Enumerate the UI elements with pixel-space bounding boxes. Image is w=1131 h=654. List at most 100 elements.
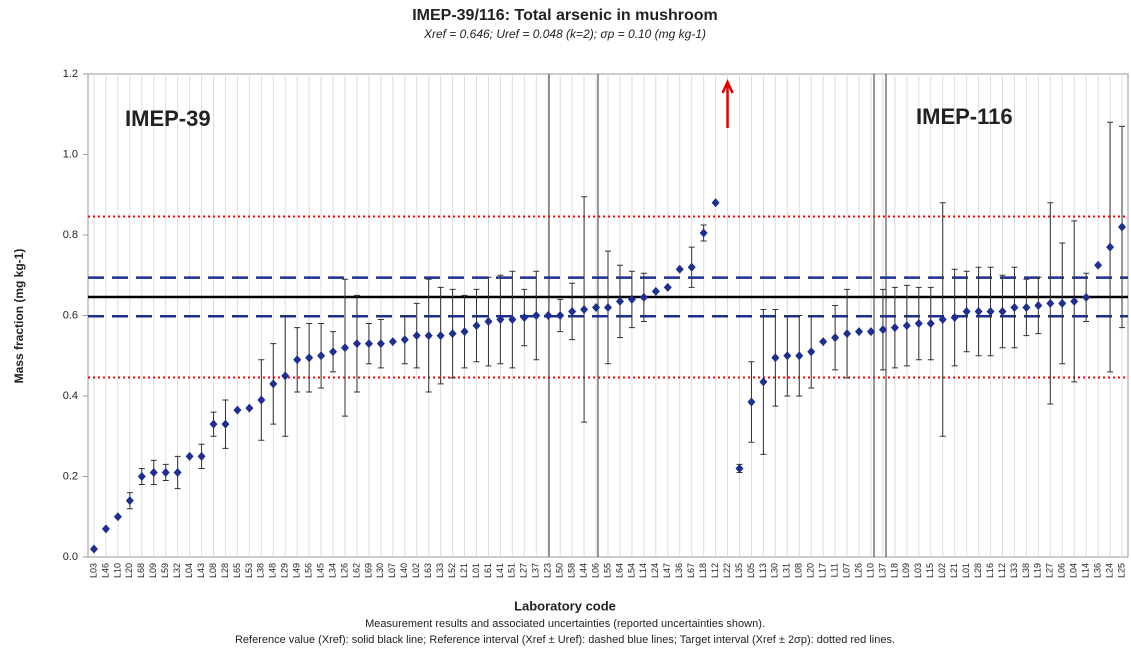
data-point — [173, 467, 182, 477]
x-tick-label: L41 — [495, 563, 505, 578]
data-point — [914, 319, 923, 329]
data-point — [161, 467, 170, 477]
data-point — [639, 292, 648, 302]
x-tick-label: L55 — [602, 563, 612, 578]
x-tick-label: L01 — [471, 563, 481, 578]
x-tick-label: L07 — [841, 563, 851, 578]
x-tick-label: L54 — [626, 563, 636, 578]
x-tick-label: L45 — [315, 563, 325, 578]
data-point — [245, 403, 254, 413]
data-point — [532, 311, 541, 320]
data-point — [508, 315, 517, 325]
x-tick-label: L46 — [100, 563, 110, 578]
data-point — [1118, 222, 1127, 232]
group-label: IMEP-39 — [125, 106, 211, 131]
x-tick-label: L04 — [1069, 563, 1079, 578]
data-point — [1010, 302, 1019, 312]
x-tick-label: L49 — [292, 563, 302, 578]
x-tick-label: L08 — [794, 563, 804, 578]
x-tick-label: L33 — [435, 563, 445, 578]
x-tick-label: L10 — [112, 563, 122, 578]
x-tick-label: L52 — [447, 563, 457, 578]
data-point — [412, 331, 421, 341]
data-point — [197, 451, 206, 461]
x-tick-label: L44 — [578, 563, 588, 578]
x-tick-label: L47 — [662, 563, 672, 578]
x-tick-label: L16 — [985, 563, 995, 578]
x-tick-label: L36 — [674, 563, 684, 578]
x-tick-label: L48 — [268, 563, 278, 578]
data-point — [890, 323, 899, 333]
data-point — [974, 306, 983, 316]
data-point — [604, 302, 612, 312]
data-point — [484, 317, 493, 327]
y-tick-label: 1.0 — [63, 148, 78, 160]
x-tick-label: L43 — [196, 563, 206, 578]
x-tick-label: L59 — [160, 563, 170, 578]
x-tick-label: L20 — [806, 563, 816, 578]
data-point — [843, 329, 852, 339]
data-point — [747, 397, 756, 407]
data-point — [185, 451, 194, 461]
data-point — [771, 353, 780, 363]
x-tick-label: L29 — [280, 563, 290, 578]
x-tick-label: L02 — [411, 563, 421, 578]
data-point — [221, 419, 230, 429]
x-tick-label: L37 — [531, 563, 541, 578]
note: Reference value (Xref): solid black line… — [235, 634, 895, 646]
data-point — [627, 294, 636, 304]
group-label: IMEP-116 — [916, 104, 1013, 129]
data-point — [436, 331, 445, 341]
y-tick-label: 0.6 — [63, 309, 78, 321]
x-tick-label: L26 — [339, 563, 349, 578]
x-tick-label: L62 — [351, 563, 361, 578]
data-point — [472, 321, 481, 331]
x-tick-label: L34 — [327, 563, 337, 578]
data-point — [711, 198, 720, 208]
data-point — [209, 419, 218, 429]
x-tick-label: L63 — [423, 563, 433, 578]
data-point — [376, 339, 385, 349]
data-point — [699, 228, 708, 238]
x-tick-label: L56 — [304, 563, 314, 578]
x-tick-label: L27 — [1045, 563, 1055, 578]
x-tick-label: L19 — [1033, 563, 1043, 578]
data-point — [807, 347, 816, 357]
x-tick-label: L06 — [590, 563, 600, 578]
data-point — [544, 311, 553, 320]
x-tick-label: L58 — [567, 563, 577, 578]
y-tick-label: 1.2 — [63, 68, 78, 80]
x-tick-label: L03 — [88, 563, 98, 578]
x-tick-label: L10 — [865, 563, 875, 578]
data-point — [950, 313, 959, 323]
x-tick-label: L36 — [1092, 563, 1102, 578]
data-point — [998, 306, 1007, 316]
data-point — [293, 355, 302, 365]
x-tick-label: L31 — [782, 563, 792, 578]
data-point — [568, 306, 577, 316]
data-point — [269, 379, 278, 389]
data-point — [615, 296, 624, 306]
x-tick-label: L23 — [543, 563, 553, 578]
data-point — [341, 343, 350, 353]
data-point — [1058, 298, 1067, 308]
x-tick-label: L37 — [877, 563, 887, 578]
x-tick-label: L12 — [710, 563, 720, 578]
data-point — [962, 306, 971, 316]
data-point — [520, 313, 529, 323]
data-point — [113, 512, 122, 522]
note: Measurement results and associated uncer… — [365, 618, 765, 630]
x-tick-label: L24 — [1104, 563, 1114, 578]
x-tick-label: L28 — [220, 563, 230, 578]
x-tick-label: L30 — [770, 563, 780, 578]
data-point — [795, 351, 804, 361]
chart-subtitle: Xref = 0.646; Uref = 0.048 (k=2); σp = 0… — [423, 27, 706, 41]
x-tick-label: L50 — [555, 563, 565, 578]
x-tick-label: L22 — [722, 563, 732, 578]
data-point — [878, 325, 887, 335]
x-tick-label: L35 — [734, 563, 744, 578]
data-point — [1094, 260, 1103, 270]
data-point — [1070, 296, 1079, 306]
data-point — [687, 262, 696, 272]
